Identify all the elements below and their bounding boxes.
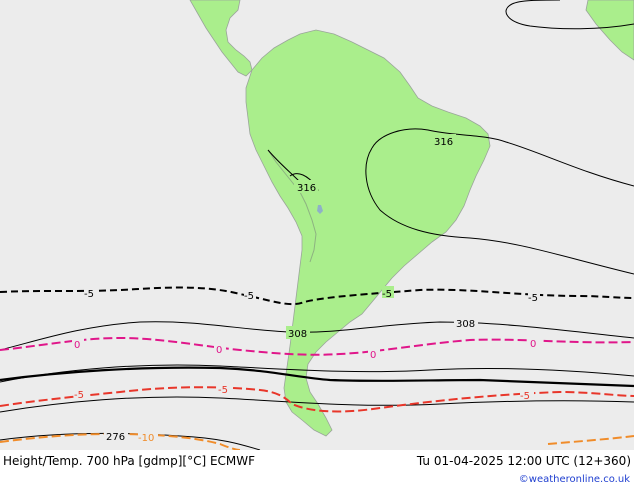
label-temp-minus5-a: -5 xyxy=(84,289,94,300)
map-footer: Height/Temp. 700 hPa [gdmp][°C] ECMWF Tu… xyxy=(0,450,634,490)
label-h316-andes: 316 xyxy=(297,183,316,194)
andes-shading xyxy=(267,149,317,263)
height-contour-316-loop xyxy=(365,147,634,275)
label-temp-minus5-c: -5 xyxy=(382,289,392,300)
height-contour-292 xyxy=(0,396,634,413)
label-temp-minus5-d: -5 xyxy=(528,293,538,304)
temp-contour-minus10-west xyxy=(0,432,241,450)
temp-contour-minus5-red xyxy=(0,386,634,413)
map-canvas: 316 316 308 308 276 -5 -5 -5 -5 0 0 0 0 … xyxy=(0,0,634,450)
height-contour-300 xyxy=(0,364,634,383)
label-temp-minus5-b: -5 xyxy=(244,291,254,302)
label-temp-0-a: 0 xyxy=(74,340,80,351)
height-contour-316-brazil xyxy=(371,128,634,187)
label-temp-5-c: -5 xyxy=(520,391,530,402)
central-america-land xyxy=(189,0,253,77)
height-contour-276 xyxy=(0,432,261,450)
label-temp-minus10: -10 xyxy=(138,433,154,444)
label-temp-0-d: 0 xyxy=(530,339,536,350)
temp-contour-minus10-east xyxy=(547,435,634,445)
label-h308-west: 308 xyxy=(288,329,307,340)
label-h316-brazil: 316 xyxy=(434,137,453,148)
label-h308-east: 308 xyxy=(456,319,475,330)
label-h276: 276 xyxy=(106,432,125,443)
height-contour-thick xyxy=(0,366,634,388)
label-temp-5-b: -5 xyxy=(218,385,228,396)
label-temp-0-b: 0 xyxy=(216,345,222,356)
credit-link[interactable]: ©weatheronline.co.uk xyxy=(518,474,630,485)
lake-titicaca xyxy=(317,205,323,214)
caribbean-island xyxy=(585,0,634,61)
valid-time: Tu 01-04-2025 12:00 UTC (12+360) xyxy=(416,454,631,468)
map-title: Height/Temp. 700 hPa [gdmp][°C] ECMWF xyxy=(3,454,256,468)
label-temp-5-a: -5 xyxy=(74,390,84,401)
height-contour-top-right xyxy=(505,0,634,30)
label-temp-0-c: 0 xyxy=(370,350,376,361)
